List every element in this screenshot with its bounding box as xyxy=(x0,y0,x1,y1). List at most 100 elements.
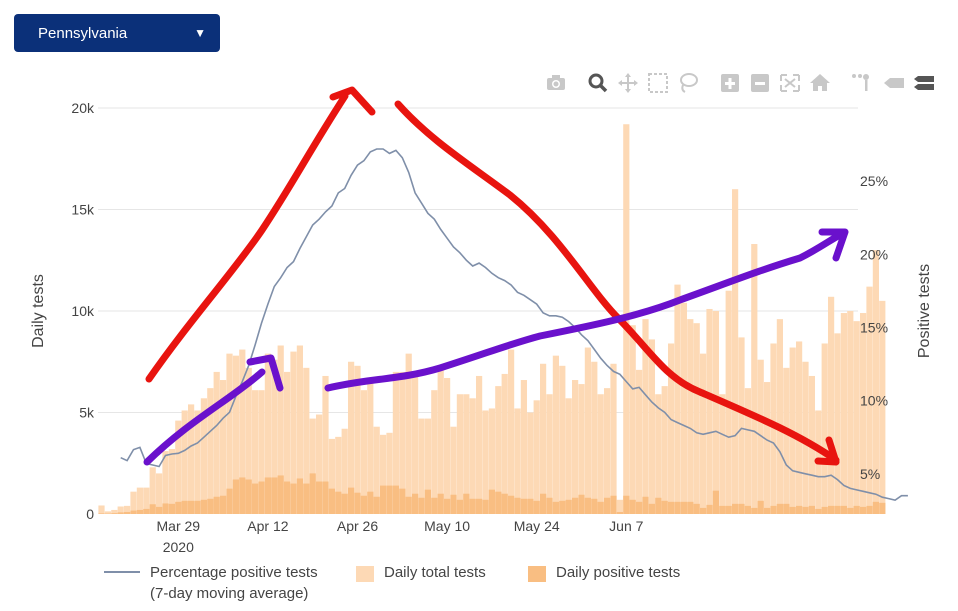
positive-tests-bar xyxy=(117,512,124,514)
positive-tests-bar xyxy=(623,495,630,514)
positive-tests-bar xyxy=(584,497,591,514)
positive-tests-bar xyxy=(412,493,419,514)
positive-tests-bar xyxy=(540,493,547,514)
positive-tests-bar xyxy=(796,505,803,514)
total-tests-bar xyxy=(360,390,367,514)
positive-tests-bar xyxy=(578,494,585,514)
positive-tests-bar xyxy=(655,497,662,514)
positive-tests-bar xyxy=(424,489,431,514)
reset-axes-icon[interactable] xyxy=(808,70,832,96)
positive-tests-bar xyxy=(776,503,783,514)
positive-tests-bar xyxy=(149,504,156,514)
total-tests-bar xyxy=(559,365,566,514)
total-tests-bar xyxy=(444,377,451,514)
total-tests-bar xyxy=(245,367,252,514)
total-tests-bar xyxy=(488,408,495,514)
total-tests-bar xyxy=(200,398,207,514)
total-tests-bar xyxy=(744,388,751,514)
total-tests-bar xyxy=(405,353,412,514)
hand-drawn-annotations xyxy=(143,86,849,466)
camera-icon[interactable] xyxy=(544,70,568,96)
positive-tests-bar xyxy=(725,505,732,514)
y-right-tick-label: 5% xyxy=(860,466,880,482)
total-tests-bar xyxy=(175,420,182,514)
total-tests-bar xyxy=(738,337,745,514)
y-axis-left-title: Daily tests xyxy=(30,274,47,348)
positive-tests-bar xyxy=(770,505,777,514)
positive-tests-bar xyxy=(200,499,207,514)
positive-tests-bar xyxy=(680,501,687,514)
total-tests-bar xyxy=(290,351,297,514)
positive-tests-bar xyxy=(380,485,387,514)
positive-tests-bar xyxy=(309,473,316,514)
positive-tests-bar xyxy=(322,481,329,514)
total-tests-bar xyxy=(341,428,348,514)
legend-line-swatch xyxy=(104,571,140,573)
total-tests-bar xyxy=(616,499,623,514)
total-tests-bar xyxy=(399,371,406,514)
positive-tests-bar xyxy=(591,498,598,514)
total-tests-bar xyxy=(872,250,879,514)
positive-tests-bar xyxy=(674,501,681,514)
positive-tests-bar xyxy=(258,481,265,514)
lasso-select-icon[interactable] xyxy=(676,70,700,96)
total-tests-bar xyxy=(354,365,361,514)
spike-lines-icon[interactable] xyxy=(850,70,874,96)
zoom-icon[interactable] xyxy=(586,70,610,96)
total-tests-bar xyxy=(181,410,188,514)
positive-tests-bar xyxy=(572,497,579,514)
y-left-tick-label: 0 xyxy=(86,506,94,522)
positive-rate-line xyxy=(120,148,908,501)
total-tests-bar xyxy=(636,369,643,514)
positive-tests-bar xyxy=(386,485,393,514)
legend-item-total[interactable]: Daily total tests xyxy=(356,562,486,583)
positive-tests-bar xyxy=(245,479,252,514)
total-tests-bar xyxy=(584,347,591,514)
total-tests-bar xyxy=(866,286,873,514)
x-tick-label: Apr 12 xyxy=(247,518,288,534)
total-tests-bar xyxy=(418,418,425,514)
total-tests-bar xyxy=(648,339,655,514)
legend-item-positive[interactable]: Daily positive tests xyxy=(528,562,680,583)
legend-item-line[interactable]: Percentage positive tests (7-day moving … xyxy=(104,562,318,604)
zoom-in-icon[interactable] xyxy=(718,70,742,96)
box-select-icon[interactable] xyxy=(646,70,670,96)
y-left-tick-label: 10k xyxy=(71,303,95,319)
total-tests-bar xyxy=(546,394,553,514)
pan-icon[interactable] xyxy=(616,70,640,96)
total-tests-bar xyxy=(271,359,278,514)
total-tests-bar xyxy=(328,438,335,514)
autoscale-icon[interactable] xyxy=(778,70,802,96)
x-tick-year-label: 2020 xyxy=(163,539,194,555)
total-tests-bar xyxy=(226,353,233,514)
positive-tests-bar xyxy=(335,491,342,514)
legend-total-swatch xyxy=(356,566,374,582)
chevron-down-icon: ▼ xyxy=(194,26,206,40)
total-tests-bar xyxy=(392,371,399,514)
positive-tests-bar xyxy=(559,500,566,514)
legend-line-label: Percentage positive tests (7-day moving … xyxy=(150,564,318,602)
x-tick-label: May 24 xyxy=(514,518,560,534)
positive-tests-bar xyxy=(789,506,796,514)
state-dropdown[interactable]: Pennsylvania ▼ xyxy=(14,14,220,52)
hover-closest-icon[interactable] xyxy=(882,70,906,96)
positive-tests-bar xyxy=(693,503,700,514)
positive-tests-bar xyxy=(373,496,380,514)
positive-tests-bar xyxy=(642,496,649,514)
hover-compare-icon[interactable] xyxy=(912,70,936,96)
total-tests-bar xyxy=(252,390,259,514)
positive-tests-bar xyxy=(207,498,214,514)
x-axis: Mar 29 2020 Apr 12 Apr 26 May 10 May 24 Jun 7 xyxy=(157,518,644,555)
total-tests-bar xyxy=(277,345,284,514)
purple-up-arrow-short xyxy=(143,354,284,466)
positive-tests-bar xyxy=(156,506,163,514)
positive-tests-bar xyxy=(648,503,655,514)
total-tests-bar xyxy=(860,313,867,514)
total-tests-bar xyxy=(629,325,636,514)
total-tests-bar xyxy=(821,343,828,514)
total-tests-bar xyxy=(828,296,835,514)
positive-tests-bar xyxy=(738,503,745,514)
zoom-out-icon[interactable] xyxy=(748,70,772,96)
total-tests-bar xyxy=(476,375,483,514)
